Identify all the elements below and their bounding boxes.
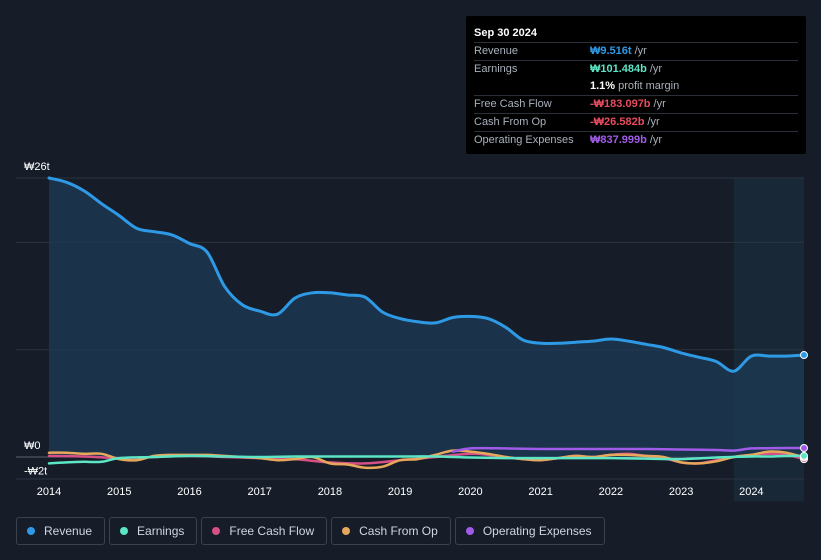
operating-expenses-line: [451, 446, 806, 453]
legend-dot-icon: [212, 527, 221, 535]
tooltip-row-value: ₩9.516t: [590, 45, 632, 57]
earnings-line: [47, 454, 806, 465]
legend-item-earnings[interactable]: Earnings: [109, 517, 198, 545]
y-axis-labels: ₩26t ₩0 -₩2t: [24, 161, 50, 477]
legend-item-cash-from-op[interactable]: Cash From Op: [331, 517, 451, 545]
tooltip-date: Sep 30 2024: [474, 27, 537, 39]
x-axis-label: 2017: [247, 486, 271, 498]
tooltip-row-label: Earnings: [474, 63, 518, 75]
y-axis-label: ₩26t: [24, 161, 50, 173]
tooltip-rows: Revenue ₩9.516t/yr Earnings ₩101.484b/yr 1.1…: [474, 42, 798, 149]
tooltip-row: Revenue ₩9.516t/yr: [474, 42, 798, 60]
tooltip-row: 1.1% profit margin: [474, 78, 798, 95]
x-axis-label: 2016: [177, 486, 201, 498]
x-axis-label: 2023: [669, 486, 693, 498]
x-axis-label: 2015: [107, 486, 131, 498]
tooltip-row: Cash From Op -₩26.582b/yr: [474, 113, 798, 131]
tooltip-row: Earnings ₩101.484b/yr: [474, 60, 798, 78]
y-axis-label: ₩0: [24, 440, 41, 452]
series-lines: [47, 176, 806, 470]
legend-dot-icon: [27, 527, 35, 535]
legend-label: Cash From Op: [359, 524, 438, 538]
legend-label: Earnings: [137, 524, 185, 538]
tooltip-row: Free Cash Flow -₩183.097b/yr: [474, 95, 798, 113]
legend-item-revenue[interactable]: Revenue: [16, 517, 106, 545]
tooltip-row-value: -₩26.582b: [590, 116, 645, 128]
tooltip-row-value: 1.1%: [590, 80, 616, 92]
operating-expenses-end-dot: [800, 443, 808, 452]
tooltip-row-label: Free Cash Flow: [474, 98, 552, 110]
x-axis-label: 2019: [388, 486, 412, 498]
legend-label: Revenue: [44, 524, 93, 538]
tooltip-row-label: [474, 78, 590, 95]
tooltip-row-label: Cash From Op: [474, 116, 547, 128]
legend-dot-icon: [120, 527, 129, 535]
legend-item-operating-expenses[interactable]: Operating Expenses: [454, 517, 605, 545]
tooltip-panel: Sep 30 2024 Revenue ₩9.516t/yr Earnings ₩10…: [466, 16, 806, 154]
tooltip-row-unit: /yr: [634, 45, 647, 57]
revenue-end-dot: [800, 351, 808, 360]
tooltip-row: Operating Expenses ₩837.999b/yr: [474, 131, 798, 149]
x-axis-label: 2024: [739, 486, 763, 498]
x-axis-label: 2014: [37, 486, 61, 498]
tooltip-row-value: ₩837.999b: [590, 134, 647, 146]
chart-legend: Revenue Earnings Free Cash Flow Cash From O…: [16, 517, 605, 545]
x-axis-label: 2022: [599, 486, 623, 498]
tooltip-row-value: ₩101.484b: [590, 63, 647, 75]
tooltip-row-unit: /yr: [649, 134, 663, 146]
tooltip-row-label: Revenue: [474, 45, 519, 57]
tooltip-row-label: Operating Expenses: [474, 134, 574, 146]
earnings-end-dot: [800, 451, 808, 460]
revenue-line: [47, 176, 806, 373]
tooltip-row-unit: /yr: [647, 116, 660, 128]
tooltip-row-value: -₩183.097b: [590, 98, 651, 110]
x-axis-label: 2021: [528, 486, 552, 498]
tooltip-row-unit: /yr: [653, 98, 666, 110]
x-axis-label: 2020: [458, 486, 482, 498]
legend-dot-icon: [342, 527, 351, 535]
y-axis-label: -₩2t: [24, 465, 47, 477]
x-axis-label: 2018: [318, 486, 342, 498]
legend-label: Operating Expenses: [482, 524, 592, 538]
legend-item-free-cash-flow[interactable]: Free Cash Flow: [201, 517, 328, 545]
legend-label: Free Cash Flow: [229, 524, 315, 538]
series-end-markers: [800, 351, 808, 464]
revenue-area-fill: [49, 178, 804, 457]
tooltip-row-unit: profit margin: [618, 80, 680, 92]
legend-dot-icon: [465, 527, 474, 535]
tooltip-row-unit: /yr: [649, 63, 663, 75]
x-axis-labels: 2014 2015 2016 2017 2018 2019 2020 2021 2022 2023…: [37, 486, 764, 498]
